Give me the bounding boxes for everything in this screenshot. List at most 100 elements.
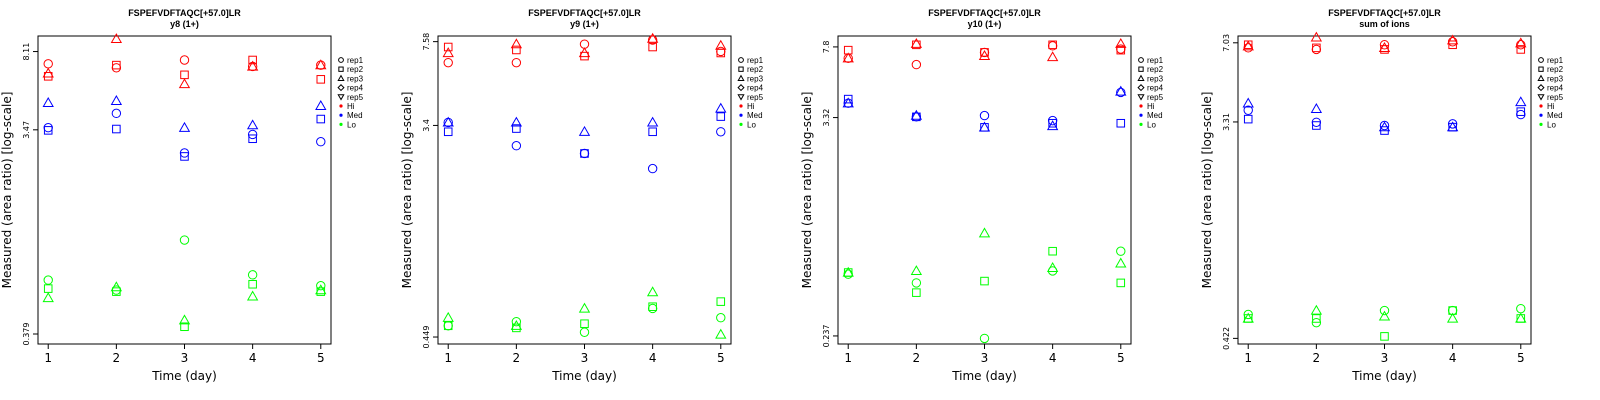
legend-label-rep5: rep5 xyxy=(1547,93,1564,102)
data-point-hi-rep2 xyxy=(1116,45,1126,55)
x-tick-label: 3 xyxy=(581,351,589,365)
data-point-lo-rep3 xyxy=(1446,312,1459,323)
data-point-hi-rep1 xyxy=(111,63,122,73)
data-point-lo-rep3 xyxy=(246,290,259,301)
legend-label-rep3: rep3 xyxy=(347,74,364,83)
legend-marker-rep1 xyxy=(738,57,744,63)
x-tick-label: 3 xyxy=(1381,351,1389,365)
legend-label-rep1: rep1 xyxy=(747,56,764,65)
legend-marker-rep4 xyxy=(337,84,345,92)
data-point-lo-rep3 xyxy=(315,284,327,295)
legend-label-rep4: rep4 xyxy=(1547,84,1564,93)
data-point-hi-rep2 xyxy=(1516,45,1526,54)
data-point-lo-rep2 xyxy=(180,322,189,332)
data-point-lo-rep2 xyxy=(980,276,989,286)
data-point-hi-rep1 xyxy=(1243,43,1253,53)
data-point-med-rep2 xyxy=(43,126,53,135)
x-tick-label: 3 xyxy=(181,351,189,365)
legend-label-Med: Med xyxy=(347,111,363,120)
data-point-hi-rep3 xyxy=(978,50,991,60)
legend-label-rep2: rep2 xyxy=(347,65,364,74)
legend-dot-Lo xyxy=(1139,122,1143,126)
x-axis-title: Time (day) xyxy=(151,369,217,383)
y-axis-title: Measured (area ratio) [log-scale] xyxy=(1200,92,1214,289)
data-point-hi-rep3 xyxy=(1310,31,1323,42)
data-point-hi-rep2 xyxy=(443,42,453,52)
legend-label-Hi: Hi xyxy=(747,102,755,111)
legend-label-Med: Med xyxy=(1147,111,1163,120)
x-tick-label: 1 xyxy=(1244,351,1252,365)
data-point-hi-rep3 xyxy=(1378,42,1391,52)
legend-label-rep2: rep2 xyxy=(1547,65,1564,74)
data-point-hi-rep3 xyxy=(842,52,854,63)
chart-title: FSPEFVDFTAQC[+57.0]LR xyxy=(1328,8,1441,18)
data-point-lo-rep1 xyxy=(247,270,258,280)
y-tick-label: 3.4 xyxy=(422,119,431,132)
data-point-med-rep1 xyxy=(579,148,590,159)
y-tick-label: 7.8 xyxy=(822,41,831,54)
data-point-lo-rep1 xyxy=(511,316,522,327)
data-point-lo-rep2 xyxy=(580,319,589,328)
data-point-lo-rep1 xyxy=(716,313,726,323)
data-point-lo-rep1 xyxy=(911,278,922,288)
chart-subtitle: sum of ions xyxy=(1359,19,1410,29)
data-point-lo-rep1 xyxy=(579,327,590,337)
data-point-hi-rep2 xyxy=(980,48,989,57)
legend-dot-Lo xyxy=(339,122,343,126)
x-tick-label: 4 xyxy=(649,351,657,365)
legend-dot-Lo xyxy=(739,122,743,126)
data-point-lo-rep2 xyxy=(1048,246,1057,256)
data-point-hi-rep3 xyxy=(1115,37,1127,48)
legend-marker-rep5 xyxy=(1537,94,1545,101)
legend-label-rep3: rep3 xyxy=(1147,74,1164,83)
legend-label-rep5: rep5 xyxy=(1147,93,1164,102)
data-point-hi-rep2 xyxy=(316,75,326,84)
data-point-lo-rep1 xyxy=(443,321,453,331)
data-point-hi-rep3 xyxy=(578,47,591,58)
legend-marker-rep3 xyxy=(337,74,345,81)
data-point-lo-rep1 xyxy=(316,280,326,291)
data-point-hi-rep1 xyxy=(579,39,590,49)
data-point-lo-rep3 xyxy=(1115,257,1127,268)
data-point-lo-rep1 xyxy=(843,269,853,279)
data-point-lo-rep1 xyxy=(647,303,658,314)
data-point-lo-rep3 xyxy=(646,286,659,297)
data-point-med-rep2 xyxy=(180,152,189,161)
data-point-lo-rep3 xyxy=(910,265,923,276)
legend-label-Lo: Lo xyxy=(1547,120,1556,129)
y-tick-label: 0.449 xyxy=(422,326,431,349)
data-point-med-rep1 xyxy=(1243,105,1253,115)
data-point-med-rep3 xyxy=(978,121,991,132)
legend-dot-Hi xyxy=(339,104,343,108)
plot-frame xyxy=(837,35,1132,345)
legend-marker-rep2 xyxy=(1538,66,1544,72)
data-point-hi-rep2 xyxy=(512,45,521,55)
data-point-med-rep1 xyxy=(647,163,658,174)
legend-label-rep3: rep3 xyxy=(747,74,764,83)
x-axis-title: Time (day) xyxy=(1351,369,1417,383)
data-point-med-rep3 xyxy=(315,100,327,110)
data-point-med-rep2 xyxy=(316,114,326,124)
data-point-lo-rep1 xyxy=(1516,303,1526,314)
data-point-lo-rep2 xyxy=(716,297,726,306)
legend-label-rep2: rep2 xyxy=(1147,65,1164,74)
data-point-lo-rep2 xyxy=(1116,278,1126,288)
chart-subtitle: y9 (1+) xyxy=(570,19,599,29)
data-point-hi-rep1 xyxy=(1516,40,1526,50)
chart-title: FSPEFVDFTAQC[+57.0]LR xyxy=(928,8,1041,18)
data-point-lo-rep3 xyxy=(1310,304,1323,315)
data-point-hi-rep2 xyxy=(1448,40,1457,50)
plot-frame xyxy=(437,35,732,345)
x-tick-label: 1 xyxy=(444,351,452,365)
data-point-hi-rep3 xyxy=(1242,40,1254,51)
x-tick-label: 2 xyxy=(913,351,921,365)
x-tick-label: 4 xyxy=(1049,351,1057,365)
data-point-med-rep3 xyxy=(578,125,591,136)
legend-label-rep4: rep4 xyxy=(347,84,364,93)
legend-label-rep3: rep3 xyxy=(1547,74,1564,83)
